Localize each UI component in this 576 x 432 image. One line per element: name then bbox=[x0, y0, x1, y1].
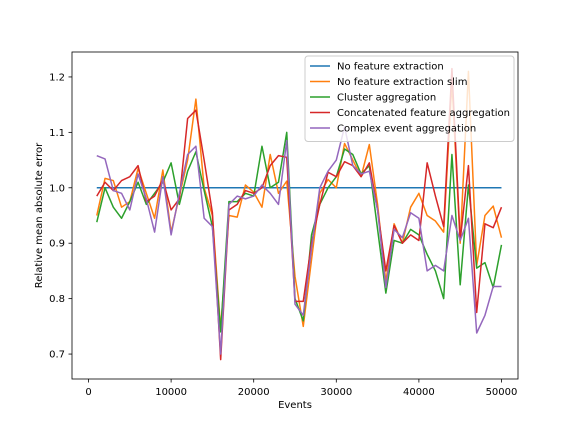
x-tick-label: 40000 bbox=[403, 387, 435, 398]
y-tick-label: 1.0 bbox=[49, 183, 65, 194]
x-tick-label: 0 bbox=[85, 387, 91, 398]
legend-label: No feature extraction slim bbox=[337, 77, 467, 88]
y-axis-label: Relative mean absolute error bbox=[34, 142, 45, 288]
legend-label: Complex event aggregation bbox=[337, 124, 476, 135]
x-tick-label: 50000 bbox=[486, 387, 518, 398]
x-tick-label: 10000 bbox=[155, 387, 187, 398]
x-tick-label: 30000 bbox=[320, 387, 352, 398]
y-axis-ticks: 0.7 0.8 0.9 1.0 1.1 1.2 bbox=[49, 72, 72, 361]
y-tick-label: 0.7 bbox=[49, 350, 65, 361]
legend-label: No feature extraction bbox=[337, 62, 444, 73]
y-tick-label: 1.2 bbox=[49, 72, 65, 83]
x-tick-label: 20000 bbox=[238, 387, 270, 398]
axes-frame bbox=[71, 51, 519, 380]
x-axis-label: Events bbox=[278, 400, 312, 411]
series-lines bbox=[96, 67, 503, 361]
y-tick-label: 0.9 bbox=[49, 239, 65, 250]
series-line-complex-event-aggregation bbox=[96, 126, 502, 355]
legend-label: Concatenated feature aggregation bbox=[337, 108, 510, 119]
x-axis-ticks: 0 10000 20000 30000 40000 50000 bbox=[85, 379, 517, 398]
y-tick-label: 0.8 bbox=[49, 294, 65, 305]
legend-label: Cluster aggregation bbox=[337, 93, 436, 104]
legend: No feature extraction No feature extracti… bbox=[304, 55, 515, 142]
y-tick-label: 1.1 bbox=[49, 128, 65, 139]
legend-box bbox=[304, 55, 515, 142]
